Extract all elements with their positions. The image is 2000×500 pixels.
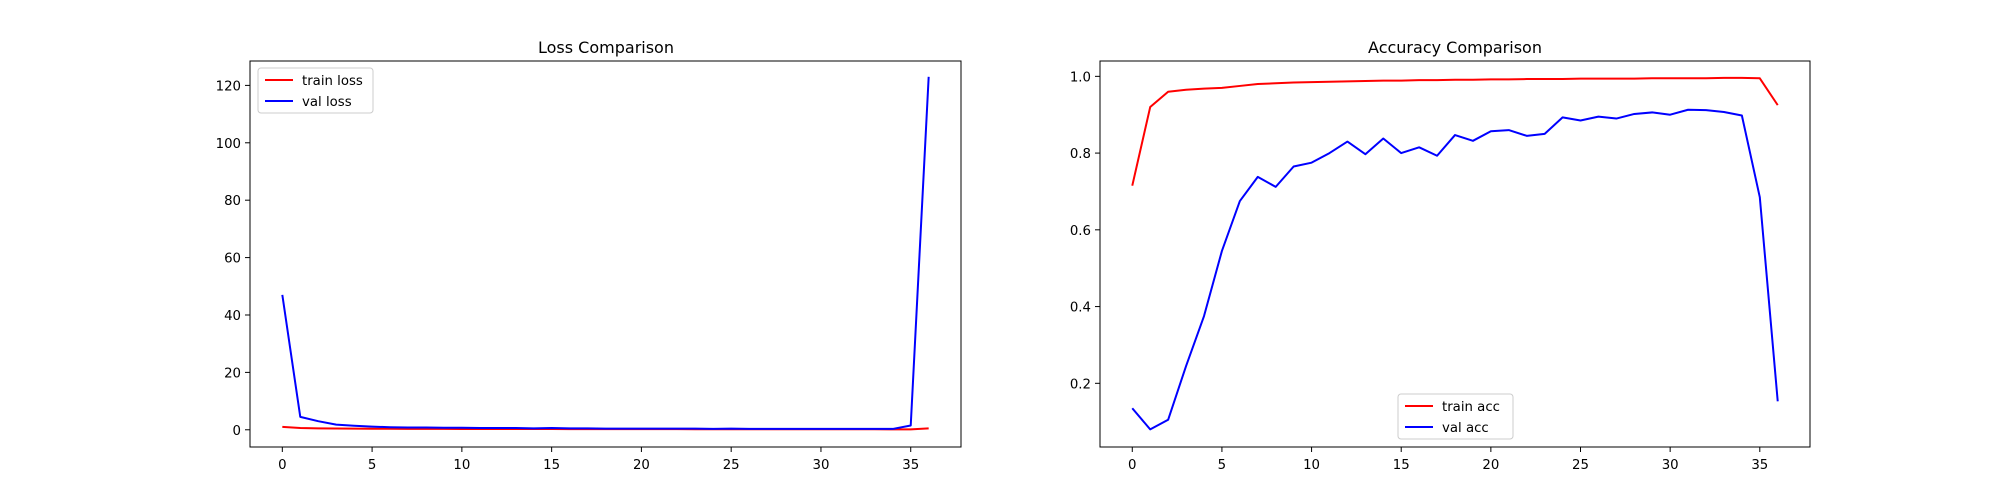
y-tick-label: 0.6 bbox=[1070, 224, 1091, 239]
x-tick-label: 20 bbox=[633, 458, 650, 473]
accuracy-chart: Accuracy Comparison 0 5 10 15 20 25 30 35 0.2 0.4… bbox=[1070, 38, 1811, 473]
chart-title: Accuracy Comparison bbox=[1368, 38, 1542, 57]
x-tick-label: 15 bbox=[1393, 458, 1410, 473]
y-tick-label: 100 bbox=[216, 137, 241, 152]
legend: train loss val loss bbox=[257, 67, 374, 114]
x-tick-label: 0 bbox=[278, 458, 286, 473]
series-line-val-loss bbox=[281, 76, 930, 430]
y-tick-label: 80 bbox=[224, 194, 241, 209]
x-tick-label: 15 bbox=[543, 458, 560, 473]
x-tick-label: 30 bbox=[812, 458, 829, 473]
x-tick-label: 25 bbox=[723, 458, 740, 473]
x-tick-label: 0 bbox=[1128, 458, 1136, 473]
y-tick-label: 0 bbox=[233, 424, 241, 439]
x-tick-label: 30 bbox=[1662, 458, 1679, 473]
loss-chart: Loss Comparison 0 5 10 15 20 25 30 35 0 20 40 60 80 1… bbox=[216, 38, 962, 473]
plot-area: 0 5 10 15 20 25 30 35 0 20 40 60 80 100 120 train loss v… bbox=[216, 60, 962, 473]
y-tick-label: 1.0 bbox=[1070, 70, 1091, 85]
x-tick-label: 5 bbox=[1218, 458, 1226, 473]
x-tick-label: 25 bbox=[1572, 458, 1589, 473]
legend-label: val acc bbox=[1442, 421, 1489, 436]
y-tick-label: 0.2 bbox=[1070, 377, 1091, 392]
axes-frame bbox=[1099, 60, 1811, 448]
x-tick-label: 5 bbox=[368, 458, 376, 473]
series-line-train-acc bbox=[1131, 76, 1779, 186]
y-tick-label: 120 bbox=[216, 79, 241, 94]
legend-label: train acc bbox=[1442, 400, 1500, 415]
y-tick-label: 20 bbox=[224, 366, 241, 381]
x-tick-label: 35 bbox=[902, 458, 919, 473]
legend-label: val loss bbox=[302, 95, 352, 110]
x-tick-label: 20 bbox=[1482, 458, 1499, 473]
series-line-val-acc bbox=[1131, 108, 1779, 431]
y-tick-label: 0.4 bbox=[1070, 301, 1091, 316]
x-tick-label: 35 bbox=[1751, 458, 1768, 473]
plot-area: 0 5 10 15 20 25 30 35 0.2 0.4 0.6 0.8 1.0 train acc va… bbox=[1070, 60, 1811, 473]
axes-frame bbox=[249, 60, 962, 448]
legend-label: train loss bbox=[302, 74, 363, 89]
x-tick-label: 10 bbox=[453, 458, 470, 473]
y-tick-label: 60 bbox=[224, 252, 241, 267]
y-tick-label: 0.8 bbox=[1070, 147, 1091, 162]
chart-title: Loss Comparison bbox=[538, 38, 674, 57]
x-tick-label: 10 bbox=[1303, 458, 1320, 473]
legend: train acc val acc bbox=[1397, 393, 1514, 440]
y-tick-label: 40 bbox=[224, 309, 241, 324]
